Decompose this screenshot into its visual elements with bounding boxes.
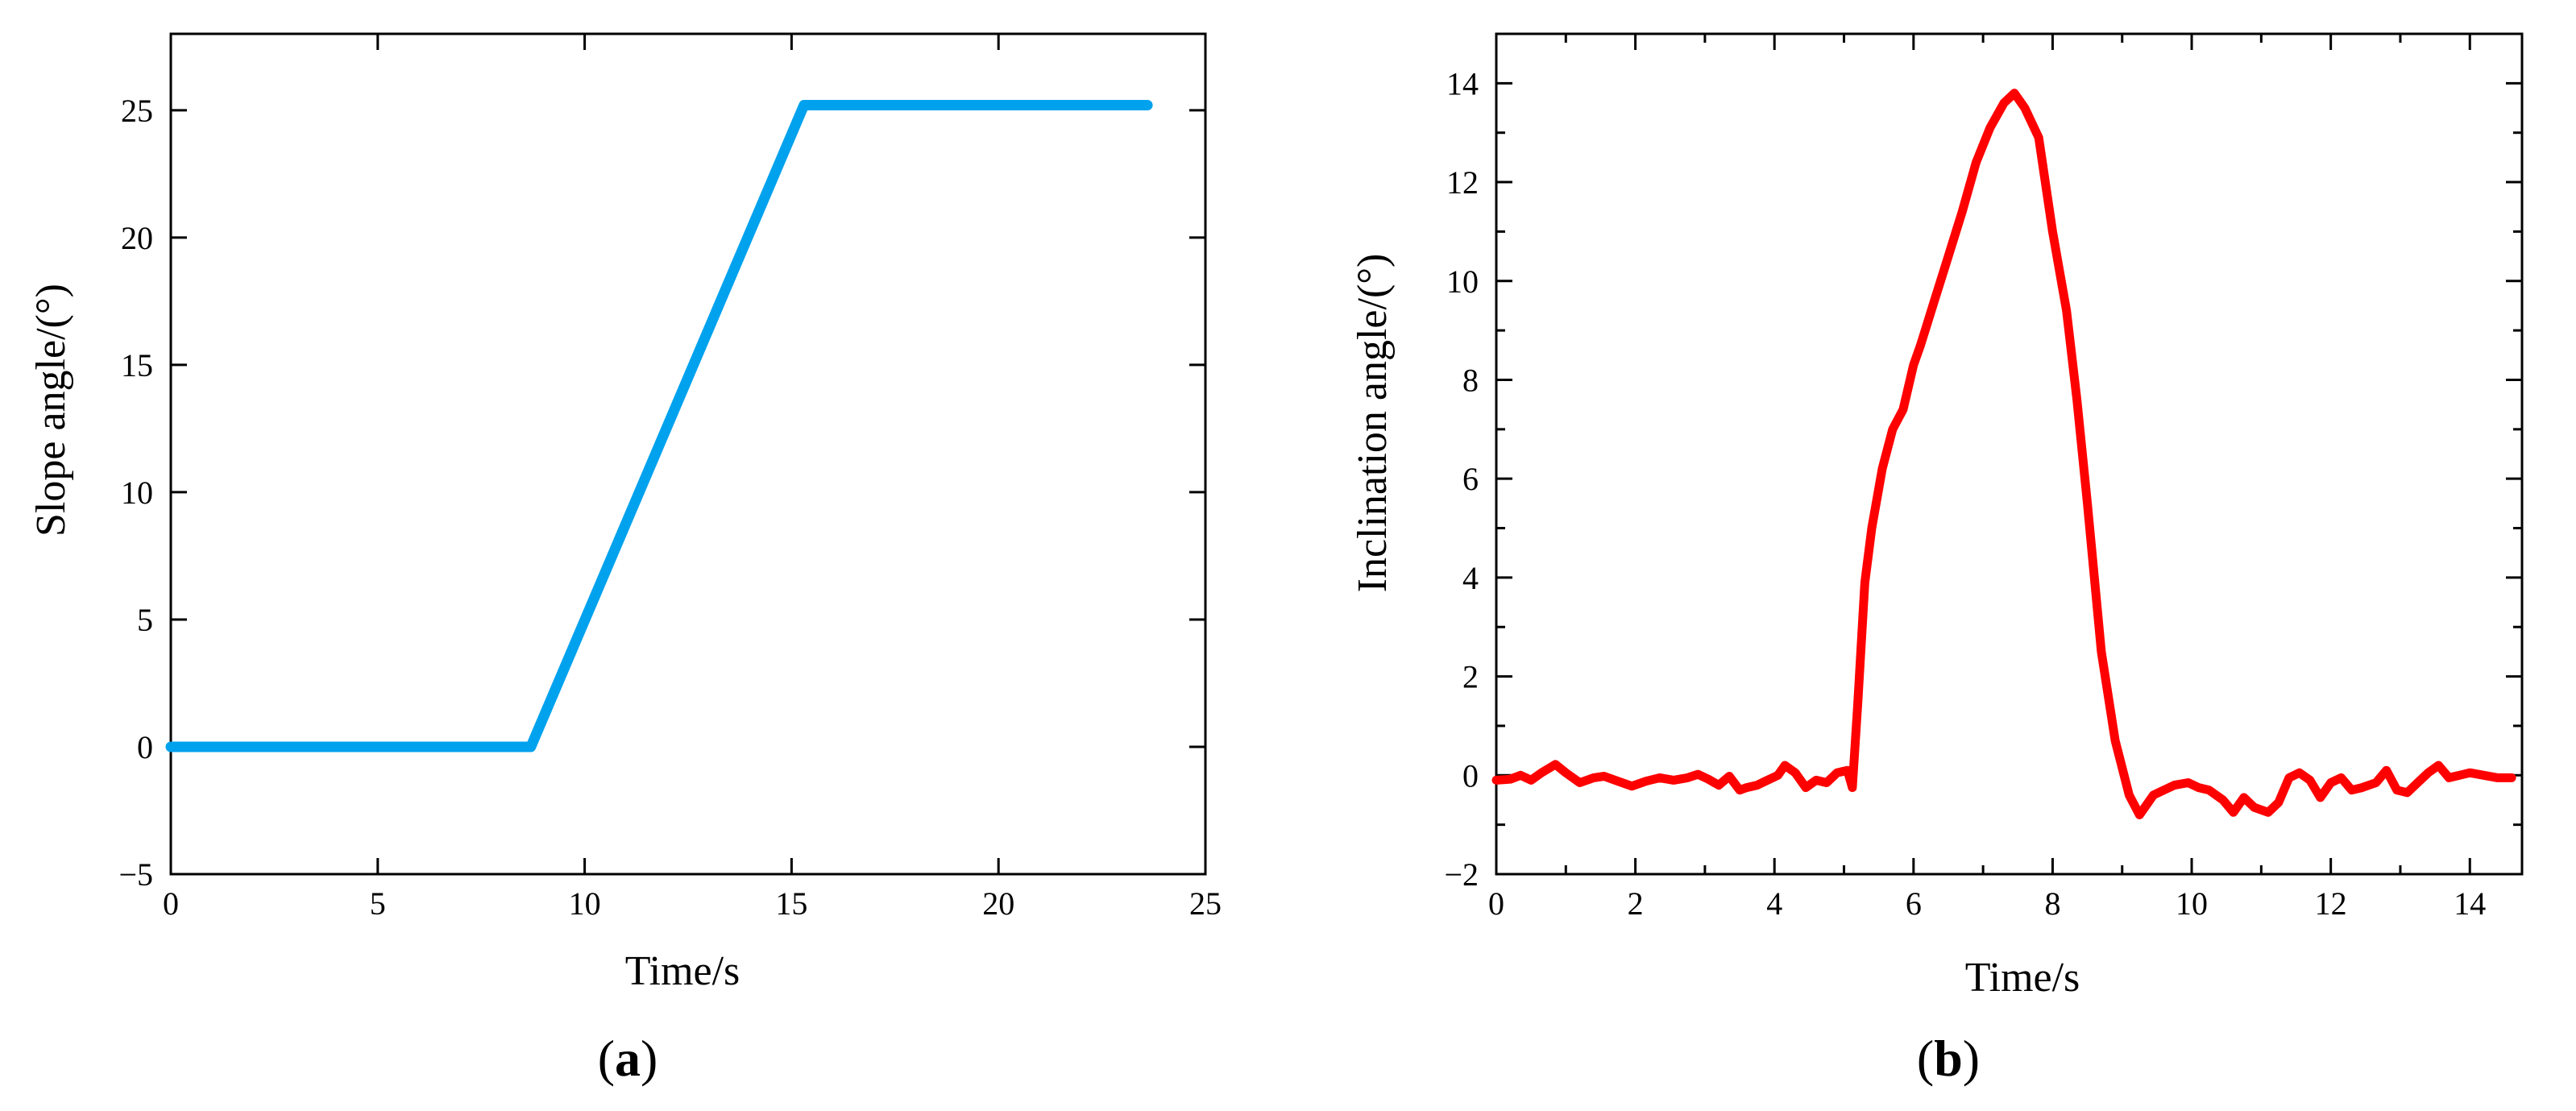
panel-b-y-tick-label: −2 (1444, 856, 1479, 893)
panel-a-label: (a) (598, 1030, 658, 1087)
panel-b-x-tick-label: 10 (2176, 885, 2208, 922)
panel-a-y-tick-label: 10 (121, 475, 153, 511)
panel-b-y-tick-label: 2 (1462, 659, 1479, 695)
panel-a-x-tick-label: 25 (1189, 885, 1222, 922)
panel-b-y-tick-label: 6 (1462, 461, 1479, 497)
panel-a-y-tick-label: 5 (137, 602, 153, 638)
panel-a-y-tick-label: −5 (118, 856, 153, 893)
panel-b-x-tick-label: 2 (1628, 885, 1644, 922)
panel-a-y-axis-label: Slope angle/(°) (28, 284, 74, 537)
panel-b-x-tick-label: 12 (2315, 885, 2347, 922)
panel-a-axes-frame (169, 32, 1207, 876)
panel-a-x-tick-label: 0 (163, 885, 179, 922)
panel-b-x-tick-label: 0 (1488, 885, 1504, 922)
panel-b-y-tick-label: 12 (1446, 164, 1479, 201)
panel-a-y-tick-label: 15 (121, 347, 153, 383)
panel-b-y-axis-label: Inclination angle/(°) (1350, 254, 1396, 593)
panel-a-series-line-0 (165, 100, 1153, 752)
panel-a-x-tick-label: 5 (370, 885, 386, 922)
panel-b-label: (b) (1917, 1030, 1980, 1087)
panel-b-y-tick-label: 4 (1462, 560, 1479, 596)
panel-b-x-tick-label: 4 (1766, 885, 1782, 922)
panel-a-y-tick-label: 0 (137, 729, 153, 765)
panel-b-x-tick-label: 14 (2454, 885, 2486, 922)
panel-b-x-axis-label: Time/s (1965, 955, 2080, 1001)
panel-b-x-tick-label: 6 (1906, 885, 1922, 922)
panel-a-y-tick-label: 20 (121, 220, 153, 256)
panel-a-y-tick-label: 25 (121, 93, 153, 129)
panel-b-y-tick-label: 8 (1462, 362, 1479, 398)
panel-a-x-tick-label: 10 (569, 885, 601, 922)
panel-b-y-tick-label: 10 (1446, 263, 1479, 300)
panel-b-x-tick-label: 8 (2044, 885, 2060, 922)
panel-b-y-tick-label: 14 (1446, 65, 1479, 102)
panel-a-x-tick-label: 15 (775, 885, 807, 922)
panel-a-x-axis-label: Time/s (625, 948, 740, 994)
panel-a-x-tick-label: 20 (982, 885, 1014, 922)
chart-panel-a: 0 5 10 15 20 25 −5 0 5 10 15 20 25 Time/s Slope angl… (28, 32, 1222, 1087)
panel-b-y-tick-label: 0 (1462, 757, 1479, 794)
panel-b-axes-frame (1495, 32, 2524, 876)
panel-b-series-line-0 (1491, 89, 2516, 819)
panel-a-plot-area: 0 5 10 15 20 25 −5 0 5 10 15 20 25 (118, 32, 1222, 922)
